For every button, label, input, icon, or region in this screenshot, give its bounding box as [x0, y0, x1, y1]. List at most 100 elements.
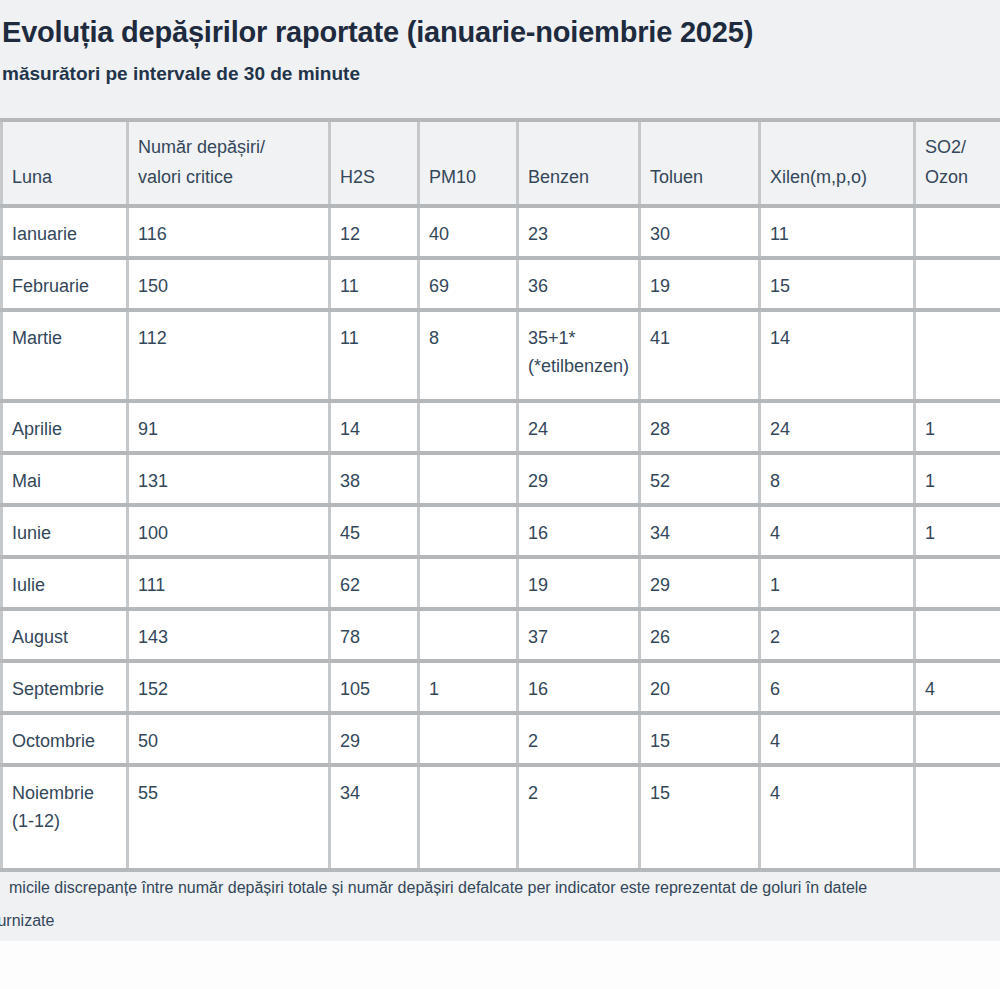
table-row: Aprilie91142428241	[2, 401, 1000, 453]
table-row: Mai13138295281	[2, 453, 1000, 505]
column-header-3: PM10	[419, 120, 518, 206]
table-row: Martie11211835+1* (*etilbenzen)4114	[2, 310, 1000, 401]
value-cell: 100	[128, 505, 330, 557]
footnote-line-1: micile discrepanțe între număr depășiri …	[0, 878, 1000, 898]
value-cell: 52	[640, 453, 760, 505]
exceedances-table: LunaNumăr depășiri/ valori criticeH2SPM1…	[0, 118, 1000, 872]
value-cell: 91	[128, 401, 330, 453]
table-row: Februarie1501169361915	[2, 258, 1000, 310]
table-header: LunaNumăr depășiri/ valori criticeH2SPM1…	[2, 120, 1000, 206]
value-cell: 4	[915, 661, 1000, 713]
value-cell: 4	[760, 713, 915, 765]
value-cell: 19	[640, 258, 760, 310]
value-cell: 11	[330, 310, 419, 401]
value-cell: 29	[330, 713, 419, 765]
column-header-2: H2S	[330, 120, 419, 206]
value-cell: 69	[419, 258, 518, 310]
page: Evoluția depășirilor raportate (ianuarie…	[0, 0, 1000, 989]
column-header-5: Toluen	[640, 120, 760, 206]
value-cell: 62	[330, 557, 419, 609]
header-row: LunaNumăr depășiri/ valori criticeH2SPM1…	[2, 120, 1000, 206]
value-cell	[915, 609, 1000, 661]
value-cell: 2	[518, 765, 640, 870]
column-header-7: SO2/ Ozon	[915, 120, 1000, 206]
page-title: Evoluția depășirilor raportate (ianuarie…	[2, 14, 1000, 50]
value-cell: 1	[915, 453, 1000, 505]
value-cell	[915, 258, 1000, 310]
value-cell	[419, 713, 518, 765]
month-cell: Octombrie	[2, 713, 128, 765]
value-cell: 6	[760, 661, 915, 713]
value-cell: 26	[640, 609, 760, 661]
value-cell: 36	[518, 258, 640, 310]
value-cell: 34	[640, 505, 760, 557]
value-cell: 16	[518, 661, 640, 713]
value-cell	[419, 505, 518, 557]
value-cell	[419, 557, 518, 609]
month-cell: Aprilie	[2, 401, 128, 453]
value-cell: 38	[330, 453, 419, 505]
value-cell: 78	[330, 609, 419, 661]
value-cell: 30	[640, 206, 760, 258]
footnote-line-2: furnizate	[0, 911, 1000, 931]
month-cell: Iunie	[2, 505, 128, 557]
value-cell: 20	[640, 661, 760, 713]
value-cell	[915, 557, 1000, 609]
table-row: Noiembrie (1-12)5534 2154	[2, 765, 1000, 870]
value-cell: 105	[330, 661, 419, 713]
month-cell: Iulie	[2, 557, 128, 609]
value-cell: 1	[760, 557, 915, 609]
table-row: Iunie10045163441	[2, 505, 1000, 557]
footnote: micile discrepanțe între număr depășiri …	[0, 878, 1000, 931]
column-header-0: Luna	[2, 120, 128, 206]
value-cell	[419, 765, 518, 870]
value-cell: 1	[419, 661, 518, 713]
value-cell	[915, 310, 1000, 401]
content: Evoluția depășirilor raportate (ianuarie…	[0, 14, 1000, 931]
value-cell: 11	[760, 206, 915, 258]
table-row: Octombrie50292154	[2, 713, 1000, 765]
value-cell: 15	[640, 765, 760, 870]
value-cell: 12	[330, 206, 419, 258]
month-cell: Septembrie	[2, 661, 128, 713]
value-cell: 24	[760, 401, 915, 453]
value-cell: 14	[760, 310, 915, 401]
table-row: August1437837262	[2, 609, 1000, 661]
value-cell: 16	[518, 505, 640, 557]
value-cell: 29	[518, 453, 640, 505]
month-cell: August	[2, 609, 128, 661]
value-cell: 15	[760, 258, 915, 310]
value-cell: 37	[518, 609, 640, 661]
bottom-strip	[0, 941, 1000, 989]
page-subtitle: măsurători pe intervale de 30 de minute	[2, 62, 1000, 86]
month-cell: Noiembrie (1-12)	[2, 765, 128, 870]
value-cell: 34	[330, 765, 419, 870]
value-cell: 8	[419, 310, 518, 401]
value-cell: 50	[128, 713, 330, 765]
value-cell: 35+1* (*etilbenzen)	[518, 310, 640, 401]
table-row: Septembrie1521051162064	[2, 661, 1000, 713]
table-row: Iulie1116219291	[2, 557, 1000, 609]
value-cell: 2	[760, 609, 915, 661]
value-cell	[419, 609, 518, 661]
value-cell: 29	[640, 557, 760, 609]
value-cell: 15	[640, 713, 760, 765]
value-cell: 4	[760, 505, 915, 557]
value-cell: 24	[518, 401, 640, 453]
value-cell: 150	[128, 258, 330, 310]
value-cell: 1	[915, 505, 1000, 557]
value-cell	[915, 206, 1000, 258]
month-cell: Ianuarie	[2, 206, 128, 258]
table-body: Ianuarie1161240233011Februarie1501169361…	[2, 206, 1000, 870]
value-cell	[915, 765, 1000, 870]
value-cell: 4	[760, 765, 915, 870]
table-row: Ianuarie1161240233011	[2, 206, 1000, 258]
value-cell: 55	[128, 765, 330, 870]
value-cell	[419, 453, 518, 505]
value-cell: 8	[760, 453, 915, 505]
value-cell: 111	[128, 557, 330, 609]
value-cell: 116	[128, 206, 330, 258]
value-cell: 1	[915, 401, 1000, 453]
value-cell	[419, 401, 518, 453]
column-header-4: Benzen	[518, 120, 640, 206]
